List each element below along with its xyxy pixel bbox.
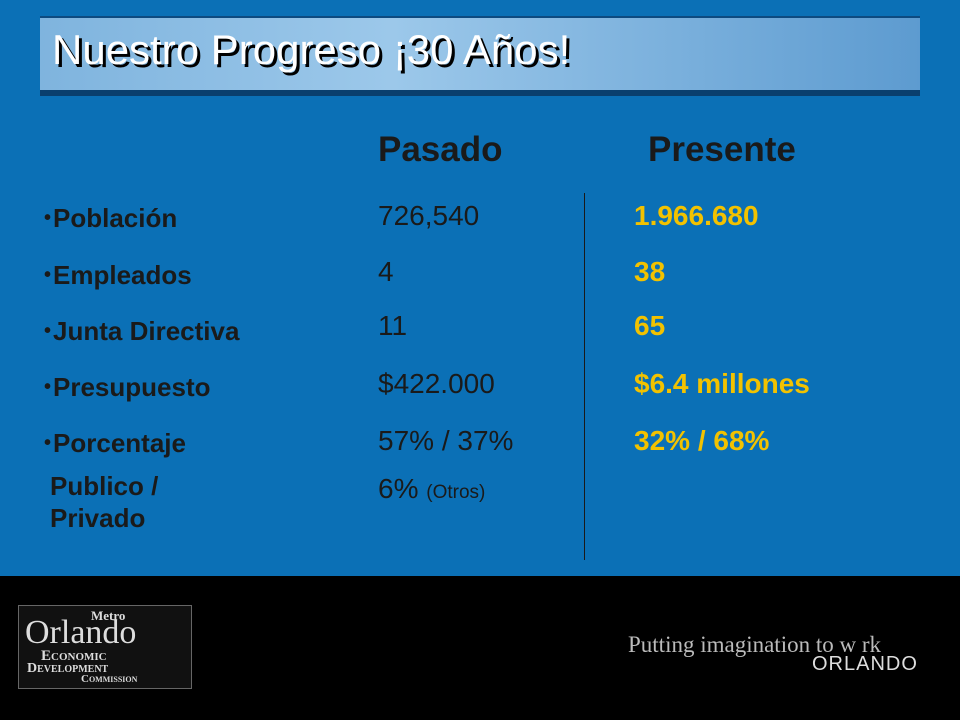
present-value: 65 <box>634 310 666 341</box>
divider <box>584 193 585 560</box>
title: Nuestro Progreso ¡30 Años! <box>52 26 571 73</box>
past-extra-note: (Otros) <box>426 482 486 503</box>
logo-text: Orlando <box>25 614 137 651</box>
present-value: 32% / 68% <box>634 425 770 456</box>
logo-text: Metro <box>91 608 126 623</box>
present-value: 38 <box>634 256 666 287</box>
row-label: Porcentaje <box>44 428 186 459</box>
past-value: 726,540 <box>378 200 480 231</box>
logo: Metro Orlando Economic Development Commi… <box>18 605 192 689</box>
present-value: $6.4 millones <box>634 368 810 399</box>
past-value: 57% / 37% <box>378 425 514 456</box>
tagline: Putting imagination to w rk <box>628 632 881 657</box>
row-label: Empleados <box>44 260 192 291</box>
column-header: Pasado <box>378 130 503 169</box>
city: ORLANDO <box>812 653 918 675</box>
row-label: Presupuesto <box>44 372 211 403</box>
logo-text: Commission <box>81 673 138 685</box>
past-value: $422.000 <box>378 368 495 399</box>
row-label: Población <box>44 203 177 234</box>
column-header: Presente <box>648 130 796 169</box>
row-label: Junta Directiva <box>44 316 239 347</box>
title-bar <box>40 18 920 96</box>
past-value: 4 <box>378 256 394 287</box>
logo-text: Development <box>27 661 109 676</box>
row-sublabel: Publico / Privado <box>50 471 159 533</box>
past-extra: 6% (Otros) <box>378 473 485 505</box>
past-extra-value: 6% <box>378 473 419 504</box>
past-value: 11 <box>378 310 408 341</box>
present-value: 1.966.680 <box>634 200 759 231</box>
logo-text: Economic <box>41 648 107 664</box>
